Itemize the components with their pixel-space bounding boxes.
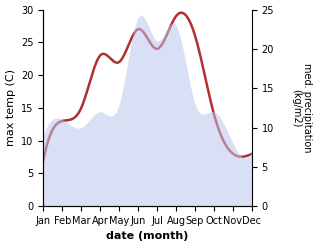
Y-axis label: max temp (C): max temp (C) (5, 69, 16, 146)
Y-axis label: med. precipitation
(kg/m2): med. precipitation (kg/m2) (291, 63, 313, 153)
X-axis label: date (month): date (month) (107, 231, 189, 242)
